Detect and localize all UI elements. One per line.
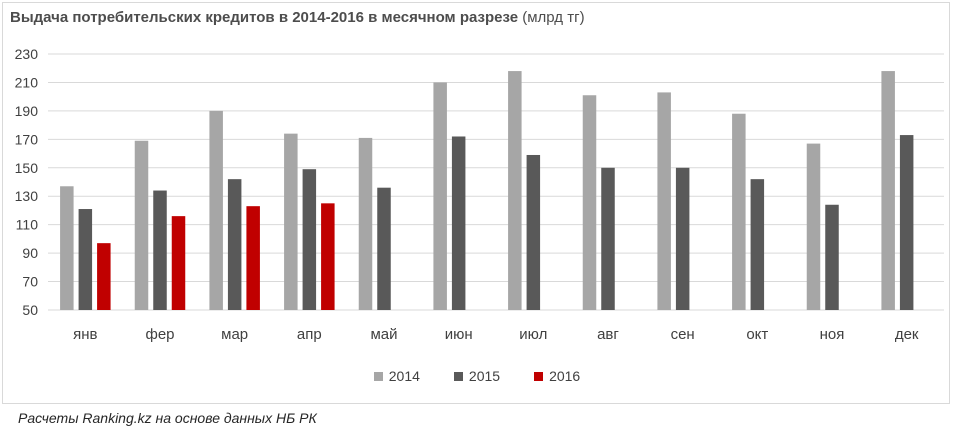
bar-2016-апр [321, 203, 335, 310]
y-tick-label: 90 [22, 245, 38, 261]
x-tick-label: мар [221, 326, 248, 343]
y-tick-label: 210 [15, 74, 39, 90]
bar-2016-мар [246, 206, 260, 310]
x-tick-label: дек [895, 326, 919, 343]
bar-2014-янв [60, 186, 74, 310]
bar-2014-ноя [806, 143, 821, 310]
bar-2015-июн [451, 136, 466, 310]
bar-2014-фер [134, 140, 149, 310]
bar-2014-июл [508, 71, 522, 310]
x-tick-label: июл [519, 326, 547, 343]
legend-swatch-2015 [453, 371, 463, 381]
y-tick-label: 130 [15, 188, 39, 204]
chart-title: Выдача потребительских кредитов в 2014-2… [10, 9, 585, 26]
x-tick-label: янв [73, 326, 97, 343]
bar-2015-апр [302, 169, 317, 310]
bar-2015-мар [227, 179, 242, 310]
bar-2015-авг [601, 167, 615, 310]
legend-label-2015: 2015 [468, 368, 501, 384]
x-tick-label: ноя [820, 326, 845, 343]
bar-2015-дек [899, 135, 914, 310]
x-tick-label: окт [746, 326, 768, 343]
bar-2014-май [358, 137, 373, 310]
bar-2015-июл [526, 154, 541, 310]
bar-2014-авг [582, 95, 597, 310]
bar-2015-окт [750, 179, 765, 310]
bar-2016-янв [97, 243, 111, 310]
legend-label-2014: 2014 [388, 368, 420, 384]
legend: 2014 2015 2016 [0, 368, 954, 384]
bar-2014-июн [433, 82, 447, 310]
chart-title-main: Выдача потребительских кредитов в 2014-2… [10, 9, 519, 26]
y-tick-label: 50 [22, 302, 38, 318]
bar-2015-май [377, 187, 391, 310]
legend-item-2015: 2015 [453, 368, 501, 384]
bar-2015-сен [675, 167, 690, 310]
bar-2014-апр [284, 133, 298, 310]
x-tick-label: май [370, 326, 397, 343]
x-tick-label: авг [597, 326, 619, 343]
y-tick-label: 170 [15, 131, 39, 147]
x-tick-label: апр [297, 326, 322, 343]
bar-2014-мар [209, 110, 223, 310]
y-tick-label: 190 [15, 103, 39, 119]
y-tick-label: 70 [22, 274, 38, 290]
x-tick-label: июн [445, 326, 473, 343]
bar-2014-сен [657, 92, 671, 311]
legend-item-2016: 2016 [534, 368, 580, 384]
y-tick-label: 230 [15, 46, 39, 62]
bar-2015-ноя [825, 204, 839, 310]
legend-swatch-2016 [534, 371, 544, 381]
x-tick-label: фер [145, 326, 174, 343]
bar-2015-янв [78, 209, 93, 310]
bar-2015-фер [153, 190, 167, 310]
legend-item-2014: 2014 [373, 368, 420, 384]
bar-2016-фер [171, 216, 186, 310]
legend-swatch-2014 [373, 371, 383, 381]
legend-label-2016: 2016 [549, 368, 581, 384]
bar-2014-окт [732, 113, 746, 310]
x-tick-label: сен [671, 326, 695, 343]
y-tick-label: 110 [16, 217, 39, 233]
bar-2014-дек [881, 71, 895, 310]
chart-title-unit: (млрд тг) [522, 9, 585, 26]
source-note: Расчеты Ranking.kz на основе данных НБ Р… [18, 410, 317, 426]
y-tick-label: 150 [15, 160, 39, 176]
